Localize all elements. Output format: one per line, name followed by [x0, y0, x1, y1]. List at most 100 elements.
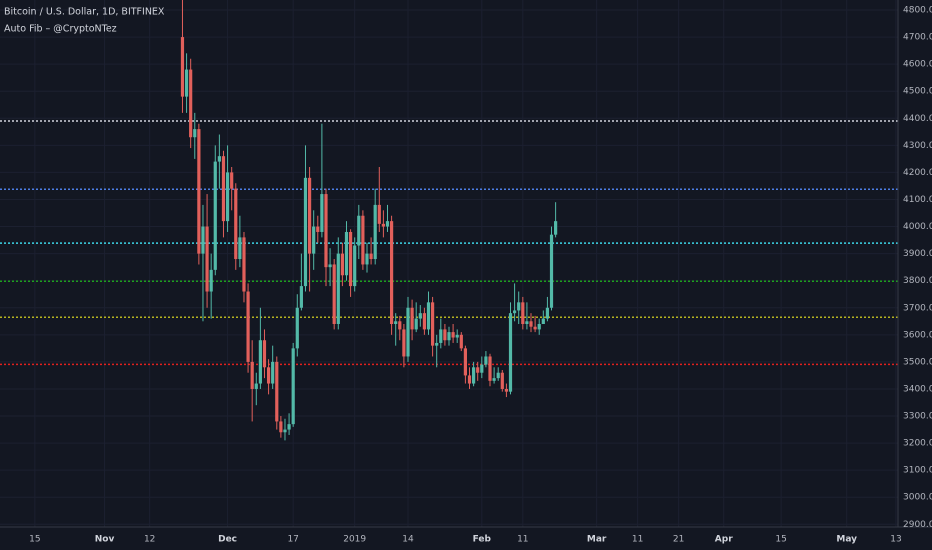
candle-body: [295, 307, 299, 349]
candle-body: [279, 421, 283, 433]
y-tick-label: 2900.0: [903, 520, 932, 530]
candle-body: [234, 188, 238, 260]
candle-body: [230, 172, 234, 189]
candles: [180, 0, 558, 441]
y-tick-label: 4700.0: [903, 33, 932, 43]
candle-body: [500, 372, 504, 389]
x-tick-label: May: [836, 535, 857, 545]
candle-body: [455, 334, 459, 338]
candle-body: [357, 215, 361, 246]
candle-body: [476, 367, 480, 373]
candle-body: [217, 156, 221, 162]
candle-body: [307, 177, 312, 254]
candle-body: [180, 37, 185, 97]
candle-body: [312, 226, 316, 254]
candle-body: [463, 348, 468, 376]
candle-body: [332, 264, 336, 324]
y-tick-label: 3500.0: [903, 357, 932, 367]
candle-body: [242, 237, 246, 292]
candle-body: [492, 378, 496, 381]
y-tick-label: 3200.0: [903, 439, 932, 449]
x-tick-label: Dec: [218, 535, 237, 545]
candle-body: [430, 302, 435, 346]
candle-body: [414, 318, 418, 330]
chart-title: Bitcoin / U.S. Dollar, 1D, BITFINEX: [4, 7, 165, 18]
candle-body: [189, 69, 193, 138]
candle-body: [258, 340, 262, 384]
x-tick-label: 17: [287, 535, 298, 545]
candle-body: [266, 367, 271, 384]
candle-body: [283, 429, 287, 433]
y-tick-label: 3800.0: [903, 276, 932, 286]
candle-body: [496, 372, 500, 379]
candle-body: [209, 269, 213, 292]
candle-body: [238, 237, 242, 260]
candle-body: [451, 332, 455, 338]
indicator-label: Auto Fib – @CryptoNTez: [4, 24, 117, 35]
grid: [0, 0, 898, 527]
y-tick-label: 3300.0: [903, 412, 932, 422]
candle-body: [250, 361, 254, 389]
candle-body: [254, 383, 258, 389]
candle-body: [467, 375, 472, 384]
candle-body: [517, 302, 521, 311]
x-tick-label: 21: [673, 535, 684, 545]
x-tick-label: 12: [144, 535, 155, 545]
candle-body: [262, 340, 267, 368]
y-tick-label: 4800.0: [903, 6, 932, 16]
candle-body: [549, 234, 554, 308]
candle-body: [340, 253, 344, 276]
x-tick-label: 2019: [343, 535, 366, 545]
candle-body: [184, 69, 189, 97]
candle-body: [348, 231, 353, 287]
candle-body: [554, 221, 558, 235]
axes: 2900.0 3000.0 3100.0 3200.0 3300.0 3400.0 3500…: [29, 6, 932, 545]
candle-body: [484, 356, 488, 365]
candle-body: [541, 318, 545, 324]
candle-body: [447, 332, 451, 341]
candle-body: [443, 329, 447, 341]
candle-body: [193, 129, 197, 138]
candle-body: [320, 194, 324, 232]
candle-body: [529, 321, 533, 327]
candle-body: [504, 388, 509, 392]
candle-body: [422, 313, 426, 330]
candle-body: [525, 321, 529, 324]
candle-body: [328, 264, 332, 268]
x-tick-label: Mar: [587, 535, 607, 545]
candle-body: [385, 221, 390, 227]
candle-body: [402, 329, 406, 357]
candle-body: [221, 156, 226, 222]
x-tick-label: 13: [890, 535, 901, 545]
candle-body: [389, 221, 394, 324]
candle-body: [213, 161, 217, 270]
x-tick-label: Nov: [95, 535, 115, 545]
y-tick-label: 3000.0: [903, 493, 932, 503]
candle-body: [369, 253, 373, 260]
candle-body: [459, 334, 463, 349]
x-tick-label: 11: [632, 535, 643, 545]
candle-body: [545, 307, 550, 319]
candle-body: [521, 302, 525, 324]
candle-body: [205, 226, 209, 292]
candle-body: [373, 204, 377, 260]
candle-body: [344, 231, 349, 276]
x-tick-label: Apr: [715, 535, 733, 545]
y-tick-label: 3400.0: [903, 384, 932, 394]
y-tick-label: 4300.0: [903, 141, 932, 151]
candle-body: [197, 129, 201, 254]
candle-body: [439, 329, 443, 343]
candle-body: [246, 291, 250, 362]
fib-levels: [0, 120, 898, 366]
candle-body: [353, 245, 357, 287]
candle-body: [271, 361, 275, 384]
candle-body: [406, 307, 410, 357]
x-tick-label: 11: [517, 535, 528, 545]
candle-body: [291, 348, 295, 425]
candle-body: [394, 321, 398, 324]
y-tick-label: 4000.0: [903, 222, 932, 232]
y-tick-label: 3100.0: [903, 466, 932, 476]
candle-body: [472, 367, 476, 384]
candle-body: [303, 177, 308, 287]
